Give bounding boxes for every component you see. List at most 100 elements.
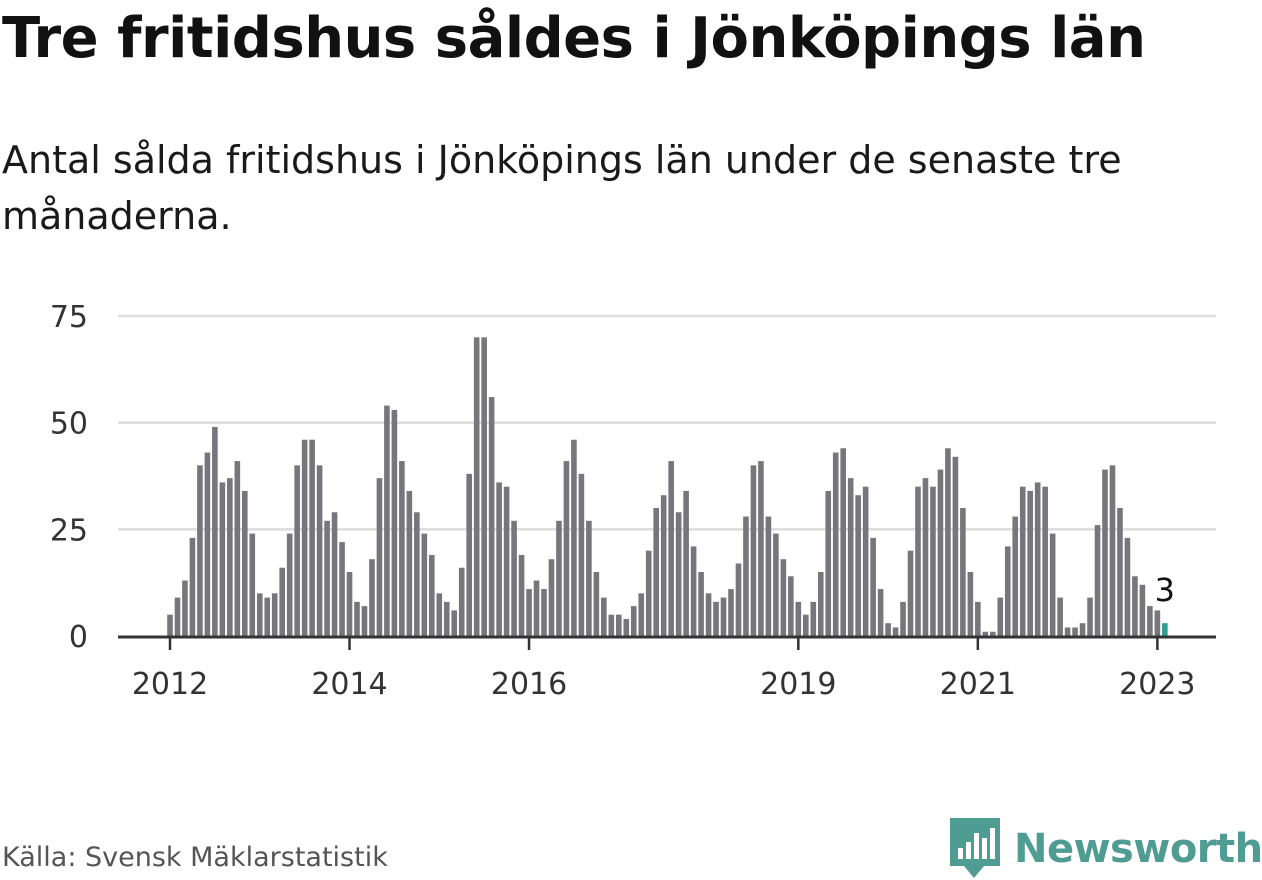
bar: [481, 337, 487, 636]
bar: [458, 567, 465, 636]
bar: [167, 614, 173, 636]
bar: [1064, 627, 1071, 636]
bar: [892, 627, 899, 636]
bar: [1109, 465, 1116, 636]
bar: [862, 486, 869, 636]
bar: [638, 593, 645, 636]
bar: [630, 606, 637, 636]
bar: [773, 533, 779, 636]
highlight-value-label: 3: [1155, 571, 1175, 609]
bar: [593, 572, 600, 636]
bar: [877, 589, 884, 636]
bar: [421, 533, 428, 636]
bar: [533, 580, 540, 636]
bar: [675, 512, 682, 636]
bar: [503, 486, 510, 636]
bar: [645, 550, 652, 636]
bar: [780, 559, 787, 636]
bar-chart: 0 25 50 75 2012 2014 2016 2019 2021 2023 3: [50, 300, 1216, 702]
bar: [997, 597, 1004, 636]
bar: [683, 490, 689, 636]
bar: [653, 508, 659, 636]
bar: [256, 593, 263, 636]
bar: [541, 589, 547, 636]
annotations: 3: [1155, 571, 1175, 609]
bar: [1057, 597, 1063, 636]
bar: [563, 461, 570, 636]
bar: [496, 482, 502, 636]
bar: [720, 597, 727, 636]
brand-logo: Newsworthy: [950, 818, 1262, 880]
bar: [264, 597, 271, 636]
bar: [391, 409, 398, 636]
bar: [765, 516, 772, 636]
x-tick-label: 2012: [132, 667, 208, 702]
bar: [840, 448, 846, 636]
bar: [870, 537, 876, 636]
x-tick-label: 2016: [491, 667, 567, 702]
source-note: Källa: Svensk Mäklarstatistik: [2, 842, 388, 873]
bar: [1102, 469, 1108, 636]
bar: [1012, 516, 1019, 636]
bar: [279, 567, 285, 636]
bar: [847, 478, 854, 636]
bar: [301, 439, 308, 636]
bar: [1072, 627, 1078, 636]
bar: [1094, 525, 1101, 636]
bar: [713, 601, 719, 636]
bar: [1139, 584, 1146, 636]
bar: [309, 439, 315, 636]
bar: [915, 486, 921, 636]
chart-subtitle: Antal sålda fritidshus i Jönköpings län …: [2, 138, 1122, 238]
bar: [436, 593, 443, 636]
bar: [406, 490, 413, 636]
bar: [907, 550, 914, 636]
bar: [212, 426, 218, 636]
bar: [429, 554, 435, 636]
bar: [668, 461, 674, 636]
y-tick-label: 50: [50, 407, 88, 442]
bar: [982, 631, 989, 636]
x-tick-label: 2014: [311, 667, 387, 702]
bar: [930, 486, 936, 636]
bar: [855, 495, 861, 636]
bar: [1049, 533, 1056, 636]
bar: [197, 465, 203, 636]
bar: [803, 614, 809, 636]
bar: [616, 614, 622, 636]
bar: [488, 397, 495, 636]
bar: [817, 572, 824, 636]
x-tick-label: 2021: [940, 667, 1016, 702]
bar: [294, 465, 300, 636]
bar: [586, 520, 592, 636]
bar: [414, 512, 420, 636]
bar: [399, 461, 405, 636]
bar: [825, 490, 832, 636]
y-tick-label: 0: [69, 620, 88, 655]
bar: [937, 469, 944, 636]
bar: [286, 533, 293, 636]
bar: [384, 405, 390, 636]
bar: [354, 601, 360, 636]
bar-highlight: [1162, 623, 1168, 636]
bar: [189, 537, 196, 636]
bars: [167, 337, 1168, 636]
x-tick-label: 2019: [760, 667, 836, 702]
bar: [601, 597, 607, 636]
bar: [1124, 537, 1131, 636]
bar: [1132, 576, 1138, 636]
y-axis-labels: 0 25 50 75: [50, 300, 88, 655]
bar: [548, 559, 555, 636]
bar: [1004, 546, 1011, 636]
bar: [331, 512, 338, 636]
bar: [376, 478, 383, 636]
y-tick-label: 25: [50, 513, 88, 548]
bar: [1154, 610, 1161, 636]
bar: [339, 542, 345, 636]
bar: [1147, 606, 1153, 636]
bar: [249, 533, 256, 636]
bar: [967, 572, 974, 636]
bar: [660, 495, 667, 636]
bar: [473, 337, 480, 636]
bar: [735, 563, 742, 636]
